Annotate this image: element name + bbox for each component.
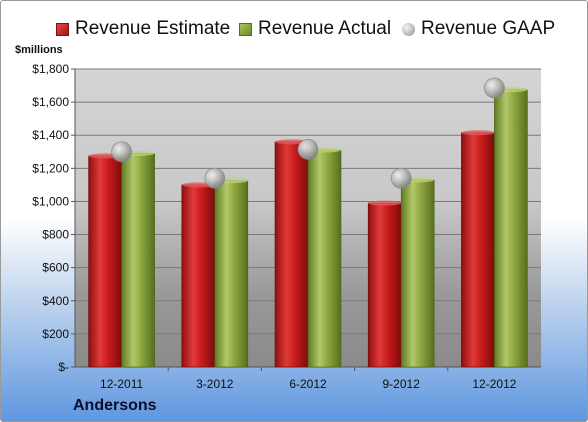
y-tick-label: $1,200 [32,161,69,175]
bar-revenue-actual [400,179,435,368]
bar-revenue-estimate [274,141,309,368]
marker-revenue-gaap [297,138,319,160]
legend-label-estimate: Revenue Estimate [75,18,231,39]
legend-swatch-estimate [56,22,69,36]
legend-label-gaap: Revenue GAAP [421,18,556,39]
marker-revenue-gaap [111,141,132,163]
y-axis-units-label: $millions [15,44,63,56]
x-tick-label: 12-2011 [100,377,143,391]
y-tick-label: $1,800 [32,62,69,76]
marker-revenue-gaap [390,167,412,189]
legend-swatch-actual [239,22,252,36]
bar-revenue-estimate [88,155,122,368]
x-tick-label: 6-2012 [289,377,327,391]
y-tick-label: $- [58,360,69,374]
company-name: Andersons [73,397,157,414]
legend-item-actual: Revenue Actual [239,18,391,40]
legend-item-gaap: Revenue GAAP [402,18,555,40]
bar-top-estimate [368,200,402,206]
y-tick-label: $200 [42,327,69,341]
bar-revenue-actual [214,180,249,368]
y-tick-label: $400 [42,294,69,308]
bar-revenue-actual [494,89,528,368]
x-tick-label: 9-2012 [383,377,421,391]
bar-revenue-estimate [461,132,495,368]
legend-label-actual: Revenue Actual [258,18,392,39]
y-tick-label: $1,600 [32,95,69,109]
bar-revenue-estimate [367,202,402,368]
bar-top-estimate [461,130,495,136]
x-tick-label: 3-2012 [196,377,234,391]
x-tick-label: 12-2012 [472,377,516,391]
legend-swatch-gaap [402,22,415,36]
legend-item-estimate: Revenue Estimate [56,18,230,40]
marker-revenue-gaap [483,77,505,99]
chart-legend: Revenue Estimate Revenue Actual Revenue … [1,18,587,40]
y-tick-label: $1,400 [32,128,69,142]
y-tick-label: $1,000 [32,194,69,208]
y-tick-label: $600 [42,261,69,275]
bar-revenue-estimate [181,184,216,368]
y-tick-label: $800 [42,228,69,242]
bar-revenue-actual [121,153,155,368]
bar-revenue-actual [307,149,342,368]
marker-revenue-gaap [204,167,226,189]
